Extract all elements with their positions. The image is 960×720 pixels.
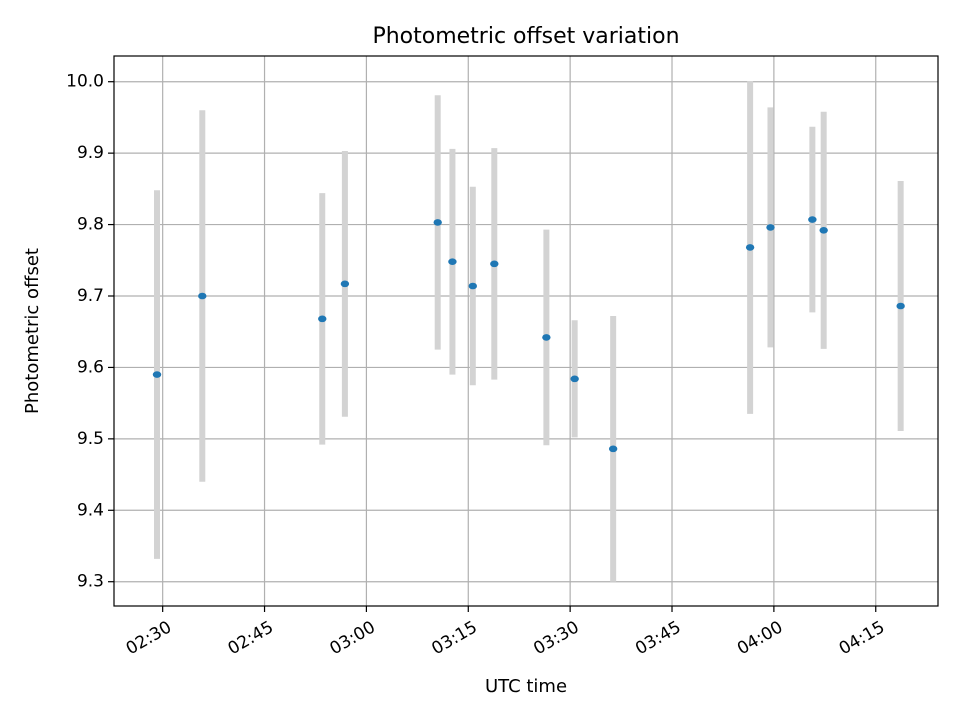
data-point bbox=[542, 334, 551, 341]
data-point bbox=[318, 315, 327, 323]
x-tick-label: 02:30 bbox=[123, 617, 175, 659]
x-tick-label: 03:00 bbox=[326, 617, 378, 659]
data-point bbox=[433, 219, 442, 226]
plot-frame bbox=[113, 55, 939, 607]
data-point bbox=[570, 375, 579, 383]
error-bars bbox=[154, 81, 904, 582]
y-axis-label: Photometric offset bbox=[22, 248, 43, 414]
chart-title: Photometric offset variation bbox=[372, 24, 679, 49]
x-tick-label: 03:15 bbox=[428, 617, 480, 659]
y-tick-label: 9.7 bbox=[77, 286, 104, 306]
data-point bbox=[152, 371, 162, 378]
y-tick-label: 9.5 bbox=[77, 429, 104, 449]
data-point bbox=[608, 445, 618, 453]
data-point bbox=[340, 280, 350, 288]
data-point bbox=[448, 258, 457, 266]
data-point bbox=[468, 282, 478, 290]
x-tick-label: 04:15 bbox=[836, 617, 888, 659]
data-point bbox=[808, 216, 817, 223]
x-tick-label: 03:45 bbox=[632, 617, 684, 659]
grid bbox=[114, 56, 938, 606]
x-tick-label: 03:30 bbox=[530, 617, 582, 659]
data-points bbox=[152, 216, 905, 453]
data-point bbox=[490, 260, 499, 268]
y-tick-label: 9.9 bbox=[77, 143, 104, 163]
data-point bbox=[745, 244, 755, 251]
y-tick-label: 9.8 bbox=[77, 215, 104, 235]
x-tick-label: 02:45 bbox=[225, 617, 277, 659]
y-tick-label: 9.6 bbox=[77, 357, 104, 377]
y-tick-label: 9.3 bbox=[77, 572, 104, 592]
y-tick-label: 10.0 bbox=[66, 72, 104, 92]
x-tick-label: 04:00 bbox=[734, 617, 786, 659]
data-point bbox=[896, 302, 905, 310]
y-tick-label: 9.4 bbox=[77, 500, 104, 520]
axis-ticks: 02:30 02:45 03:00 03:15 03:30 03:45 04:00 04:15… bbox=[66, 72, 888, 660]
data-point bbox=[766, 224, 775, 231]
x-axis-label: UTC time bbox=[485, 676, 567, 697]
data-point bbox=[198, 292, 207, 300]
data-point bbox=[819, 226, 828, 234]
